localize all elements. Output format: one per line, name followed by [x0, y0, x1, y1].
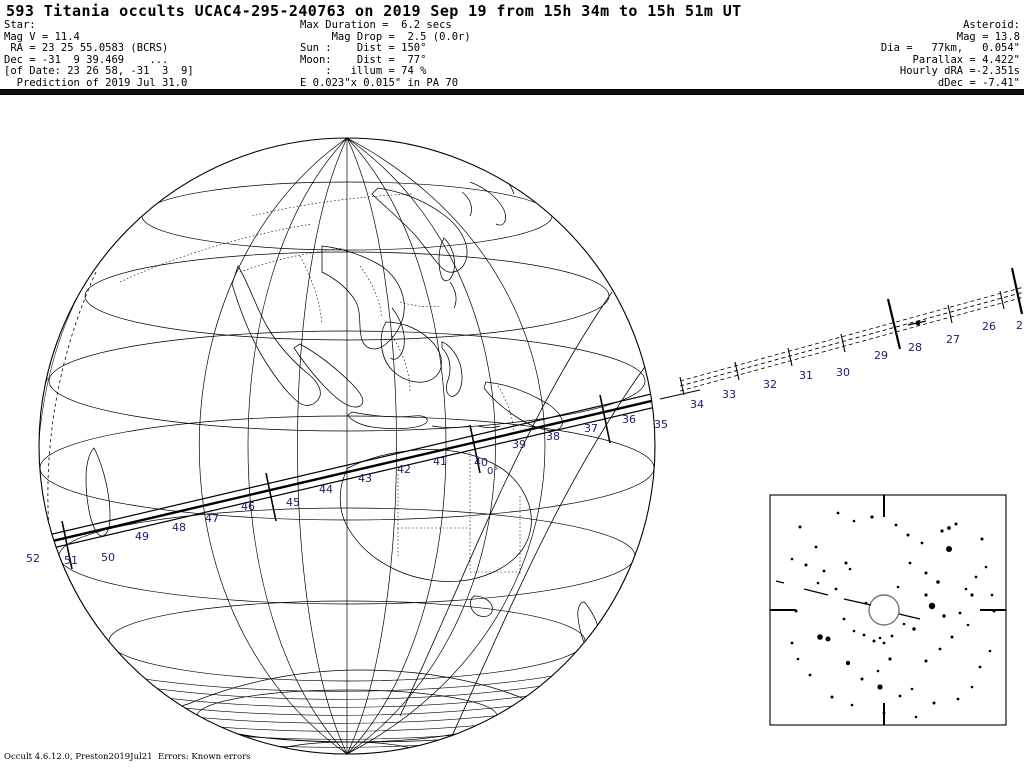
- header-divider: [0, 89, 1024, 95]
- track-time-label: 51: [64, 554, 78, 567]
- track-time-label: 43: [358, 472, 372, 485]
- track-time-label: 2: [1016, 319, 1023, 332]
- track-time-label: 33: [722, 388, 736, 401]
- track-time-label: 48: [172, 521, 186, 534]
- star-field-finder-chart: [766, 491, 1010, 729]
- track-time-label: 50: [101, 551, 115, 564]
- software-credit: Occult 4.6.12.0, Preston2019Jul21 Errors…: [4, 752, 251, 762]
- track-time-label: 39: [512, 438, 526, 451]
- track-time-label: 27: [946, 333, 960, 346]
- track-offglobe-ticks: [679, 290, 1005, 396]
- world-globe-map: 0°: [0, 96, 700, 768]
- track-minute-ticks: [61, 394, 611, 570]
- track-time-label: 42: [397, 463, 411, 476]
- track-time-label: 49: [135, 530, 149, 543]
- track-offglobe-north: [679, 286, 1024, 382]
- track-time-label: 41: [433, 455, 447, 468]
- track-south-limit: [43, 405, 655, 551]
- page-title: 593 Titania occults UCAC4-295-240763 on …: [6, 2, 742, 20]
- limb-angle-label: 0°: [487, 466, 498, 477]
- track-time-label: 40: [474, 456, 488, 469]
- track-time-label: 52: [26, 552, 40, 565]
- track-major-tick-30: [886, 298, 902, 350]
- track-time-label: 29: [874, 349, 888, 362]
- track-time-label: 31: [799, 369, 813, 382]
- track-time-label: 32: [763, 378, 777, 391]
- track-time-label: 37: [584, 422, 598, 435]
- track-time-label: 47: [205, 512, 219, 525]
- track-north-limit: [43, 391, 655, 537]
- track-offglobe-south: [679, 296, 1024, 392]
- track-centre-line: [43, 397, 655, 545]
- track-time-label: 38: [546, 430, 560, 443]
- graticule-meridians: [199, 138, 546, 754]
- asteroid-parameters-block: Asteroid: Mag = 13.8 Dia = 77km, 0.054" …: [880, 19, 1020, 89]
- track-time-label: 30: [836, 366, 850, 379]
- target-star-circle: [868, 594, 900, 626]
- track-offglobe-centre: [679, 291, 1024, 387]
- track-time-label: 28: [908, 341, 922, 354]
- track-time-label: 26: [982, 320, 996, 333]
- track-time-label: 35: [654, 418, 668, 431]
- occultation-track: [43, 391, 655, 570]
- finder-field-stars: [790, 511, 996, 719]
- political-borders: [119, 193, 521, 574]
- track-time-label: 45: [286, 496, 300, 509]
- star-parameters-block: Star: Mag V = 11.4 RA = 23 25 55.0583 (B…: [4, 19, 194, 89]
- track-time-label: 44: [319, 483, 333, 496]
- track-time-label: 46: [241, 500, 255, 513]
- asteroid-direction-arrow: [907, 320, 927, 326]
- track-major-tick-end: [1010, 267, 1024, 315]
- track-offglobe-segment: [679, 267, 1024, 396]
- finder-frame: [769, 494, 1007, 726]
- track-extension-outside-globe: [659, 389, 700, 400]
- track-time-label: 34: [690, 398, 704, 411]
- track-time-label: 36: [622, 413, 636, 426]
- event-parameters-block: Max Duration = 6.2 secs Mag Drop = 2.5 (…: [300, 19, 471, 89]
